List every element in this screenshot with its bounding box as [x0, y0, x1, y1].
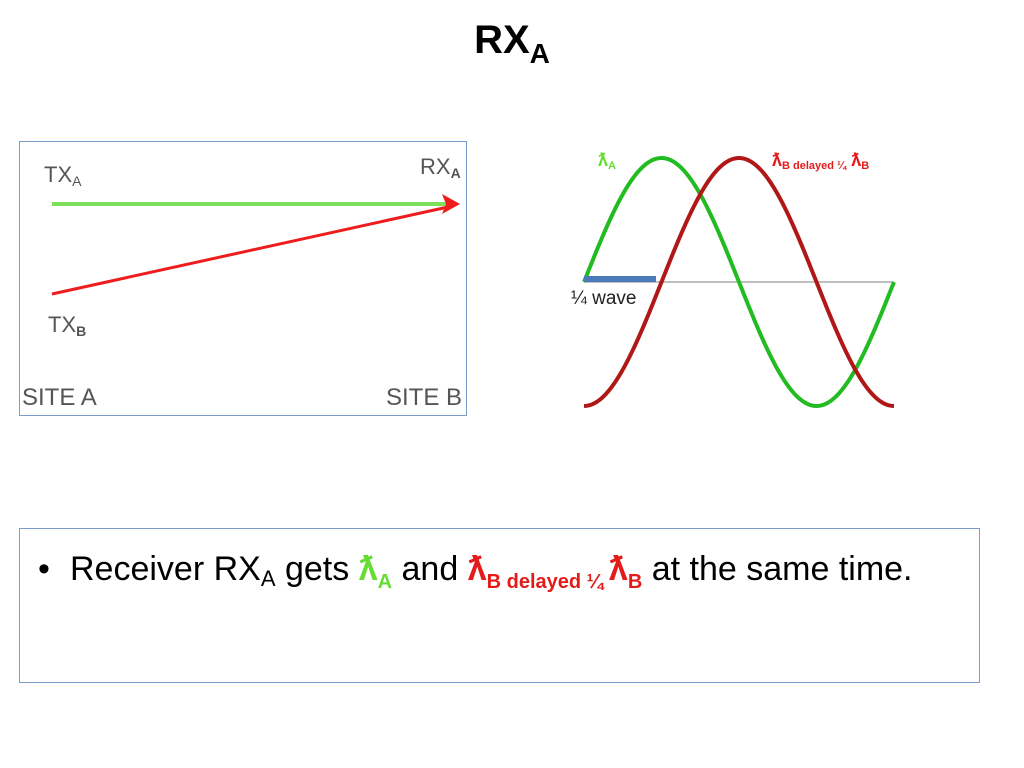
site-diagram-svg — [51, 194, 460, 296]
wave-diagram-svg — [582, 156, 896, 408]
lambda-a: ƛA — [358, 550, 393, 593]
legend-lambda-b: ƛB delayed ¼ ƛB — [772, 150, 870, 172]
bullet-item: • Receiver RXA gets ƛA and ƛB delayed ¼ … — [38, 543, 946, 608]
quarter-wave-label: ¼ wave — [571, 288, 637, 309]
tx-b-label: TXB — [48, 312, 87, 339]
lambda-b-delayed: ƛB delayed ¼ ƛB — [467, 550, 643, 593]
rx-a-label: RXA — [420, 154, 461, 181]
text-box: • Receiver RXA gets ƛA and ƛB delayed ¼ … — [19, 528, 980, 683]
site-diagram: TXA RXA TXB SITE A SITE B — [19, 141, 467, 416]
green-wave — [582, 156, 896, 408]
slide-title: RXA — [474, 18, 550, 69]
wave-diagram: ƛA ƛB delayed ¼ ƛB ¼ wave — [560, 140, 920, 430]
legend-lambda-a: ƛA — [598, 150, 616, 172]
arrow-head — [442, 194, 460, 214]
red-wave — [583, 156, 895, 408]
bullet-text: Receiver RXA gets ƛA and ƛB delayed ¼ ƛB… — [70, 550, 913, 593]
site-a-label: SITE A — [22, 384, 97, 411]
bullet-marker: • — [38, 550, 50, 588]
site-b-label: SITE B — [386, 384, 463, 411]
red-signal-line — [51, 205, 449, 296]
tx-a-label: TXA — [44, 162, 82, 189]
